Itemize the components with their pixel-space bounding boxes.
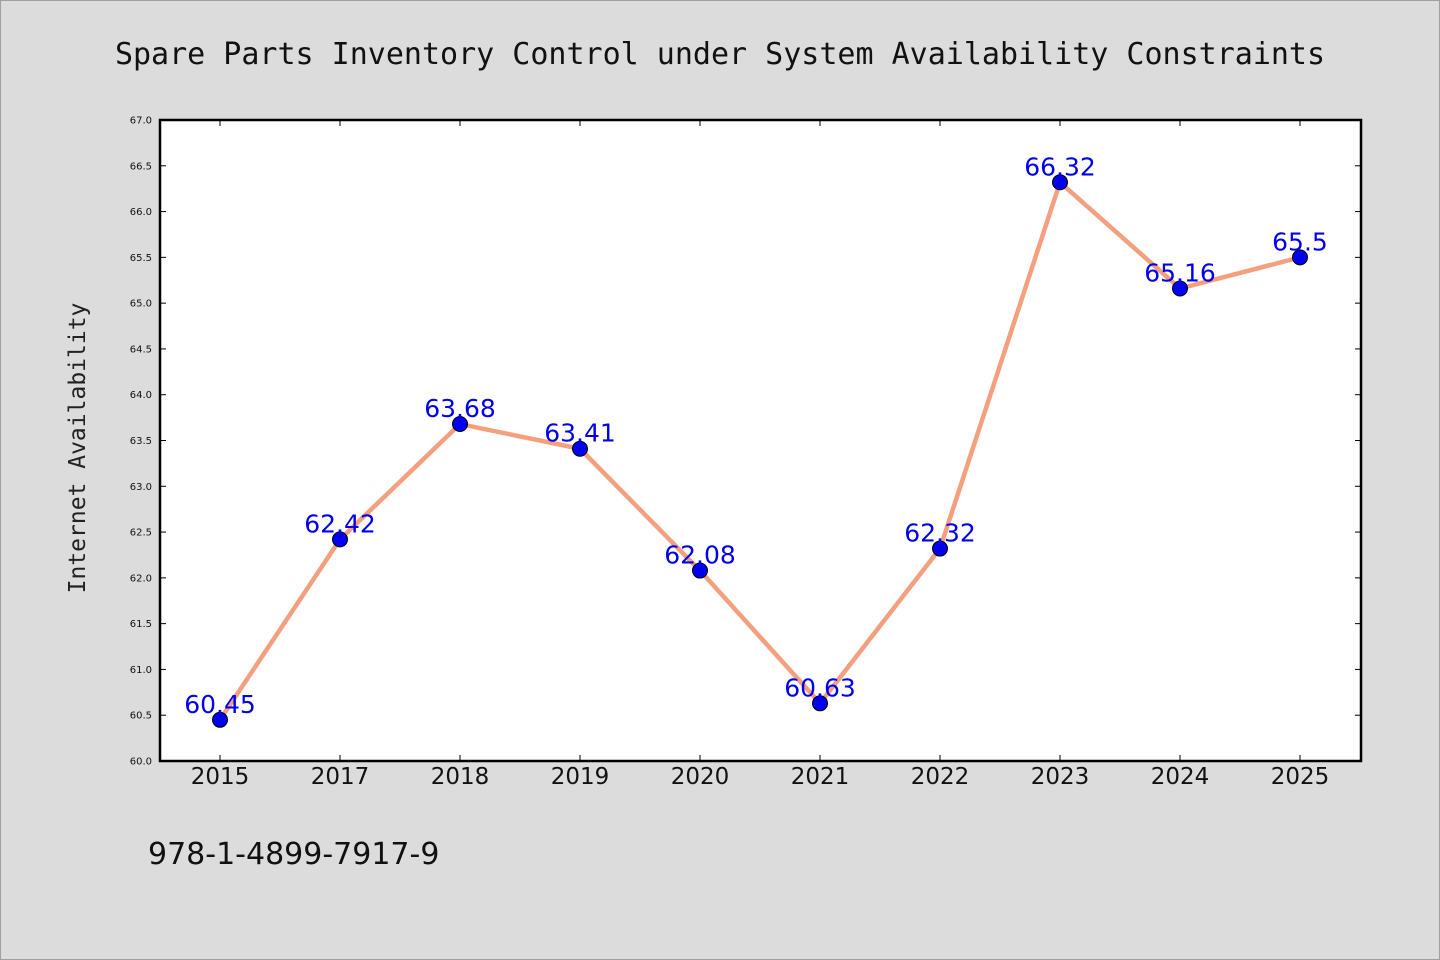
y-tick-label: 63.0 — [130, 482, 152, 493]
data-point — [692, 562, 708, 579]
x-tick-label: 2017 — [311, 764, 370, 790]
y-tick-label: 66.0 — [130, 207, 152, 218]
data-label: 62.32 — [904, 519, 976, 548]
chart-title: Spare Parts Inventory Control under Syst… — [115, 37, 1325, 72]
x-tick-label: 2024 — [1151, 764, 1210, 790]
y-tick-label: 64.5 — [130, 344, 152, 355]
x-axis: 2015 2017 2018 2019 2020 2021 2022 2023 2024 2025 — [191, 120, 1330, 790]
data-label: 63.41 — [544, 419, 616, 448]
data-point — [1052, 174, 1068, 191]
data-label: 66.32 — [1024, 152, 1096, 181]
data-label: 65.5 — [1272, 227, 1328, 256]
data-label: 60.63 — [784, 673, 856, 702]
isbn-text: 978-1-4899-7917-9 — [148, 837, 439, 872]
data-point — [1172, 280, 1188, 297]
data-point — [212, 711, 228, 728]
y-tick-label: 64.0 — [130, 390, 152, 401]
data-point — [332, 531, 348, 548]
data-point — [932, 540, 948, 557]
x-tick-label: 2025 — [1271, 764, 1330, 790]
x-tick-label: 2018 — [431, 764, 490, 790]
y-tick-label: 63.5 — [130, 436, 152, 447]
y-tick-label: 61.0 — [130, 665, 152, 676]
y-tick-label: 60.0 — [130, 757, 152, 768]
y-tick-label: 66.5 — [130, 161, 152, 172]
data-label: 65.16 — [1144, 258, 1216, 287]
data-point — [452, 416, 468, 433]
plot-area — [158, 118, 1363, 763]
data-labels: 60.45 62.42 63.68 63.41 62.08 60.63 62.32 66.32… — [184, 152, 1328, 719]
y-tick-label: 65.5 — [130, 253, 152, 264]
data-label: 62.42 — [304, 509, 376, 538]
y-tick-label: 67.0 — [130, 116, 152, 127]
y-tick-label: 62.5 — [130, 528, 152, 539]
x-tick-label: 2020 — [671, 764, 730, 790]
y-tick-label: 61.5 — [130, 619, 152, 630]
x-tick-label: 2019 — [551, 764, 610, 790]
data-point — [1292, 249, 1308, 266]
data-label: 60.45 — [184, 690, 256, 719]
y-axis: 60.0 60.5 61.0 61.5 62.0 62.5 63.0 63.5 64.0 64.5… — [130, 116, 1361, 768]
data-label: 63.68 — [424, 394, 496, 423]
data-point — [812, 695, 828, 712]
x-tick-label: 2015 — [191, 764, 250, 790]
series-line — [217, 180, 1303, 723]
data-point — [572, 440, 588, 457]
x-tick-label: 2021 — [791, 764, 850, 790]
y-tick-label: 65.0 — [130, 299, 152, 310]
y-axis-label: Internet Availability — [65, 303, 91, 594]
y-tick-label: 60.5 — [130, 711, 152, 722]
y-tick-label: 62.0 — [130, 573, 152, 584]
data-label: 62.08 — [664, 541, 736, 570]
series-layer — [212, 174, 1308, 728]
x-tick-label: 2022 — [911, 764, 970, 790]
x-tick-label: 2023 — [1031, 764, 1090, 790]
